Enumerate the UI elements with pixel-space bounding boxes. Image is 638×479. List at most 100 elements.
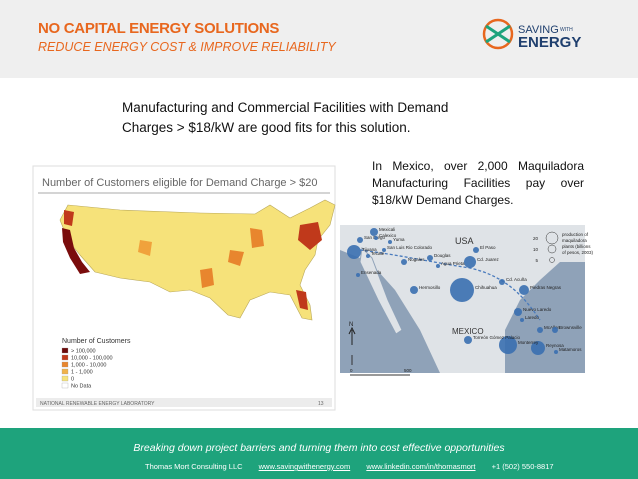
source-bar [36,398,332,407]
city-bubble [401,259,407,265]
region [200,268,214,288]
header-band [0,0,638,78]
city-label: Mexicali [379,227,395,232]
legend-label: 1 - 1,000 [71,370,93,376]
legend-label: 1,000 - 10,000 [71,363,106,369]
legend-text: production of [562,232,589,237]
scale-label: 500 [404,368,412,373]
city-bubble [357,237,363,243]
region [250,228,264,248]
north-label: N [349,322,353,328]
city-label: Tijuana [362,247,377,252]
legend-bubble [547,244,557,254]
legend-swatch [61,347,69,354]
city-label: Hermosillo [419,285,441,290]
tagline: Breaking down project barriers and turni… [133,442,505,454]
region [64,210,74,226]
legend-swatch [61,368,69,375]
legend-label: 10,000 - 100,000 [71,356,113,362]
slide-subtitle: REDUCE ENERGY COST & IMPROVE RELIABILITY [38,40,336,54]
city-bubble [436,264,440,268]
city-label: Calexico [379,233,397,238]
city-label: San Luis Rio Colorado [387,245,433,250]
legend-value: 5 [535,258,538,263]
scale-bar [350,355,410,376]
city-label: Torreón Gómez Palacio [473,335,521,340]
intro-text: Manufacturing and Commercial Facilities … [122,98,448,138]
footer-band [0,428,638,479]
legend-text: plants (billions [562,244,591,249]
legend-swatch [61,361,69,368]
city-label: Cd. Juarez [477,257,500,262]
city-bubble [552,327,558,333]
contact-line: Thomas Mort Consulting LLC www.savingwit… [145,462,568,471]
baja [359,246,403,335]
legend-label: 0 [71,377,74,383]
city-bubble [347,245,361,259]
us-map-title: Number of Customers eligible for Demand … [42,177,317,189]
logo-bottom: ENERGY [518,34,581,51]
logo-cross [485,24,511,44]
legend-swatch [61,375,69,382]
city-label: Cd. Acuña [506,277,527,282]
region [298,222,322,250]
legend-value: 20 [533,236,539,241]
region [296,290,308,310]
city-bubble [366,254,370,258]
region [228,250,244,266]
city-bubble [382,248,386,252]
logo: SAVING WITH ENERGY [482,18,581,51]
city-bubble [531,341,545,355]
legend-bubble [549,257,555,263]
slide-title: NO CAPITAL ENERGY SOLUTIONS [38,20,280,37]
city-bubble [450,278,474,302]
city-label: Yuma [393,237,405,242]
city-label: Agua Prieta [441,261,465,266]
intro-line: Charges > $18/kW are good fits for this … [122,120,411,135]
city-label: Nogales [408,257,425,262]
city-bubble [499,336,517,354]
linkedin-link[interactable]: www.linkedin.com/in/thomasmort [366,462,476,471]
city-label: Matamoros [559,347,582,352]
legend-text: of pesos, 2003) [562,250,594,255]
region [62,228,90,274]
website-link[interactable]: www.savingwithenergy.com [258,462,351,471]
country-label: MEXICO [452,327,484,336]
city-label: Ensenada [361,270,382,275]
city-bubble [370,228,378,236]
city-bubble [464,256,476,268]
city-bubble [473,247,479,253]
city-label: Douglas [434,253,451,258]
city-bubble [537,327,543,333]
legend-bubble [545,231,559,245]
page-number: 13 [318,401,324,407]
legend-label: > 100,000 [71,349,96,355]
legend-value: 10 [533,247,539,252]
company: Thomas Mort Consulting LLC [145,462,243,471]
city-bubble [499,279,505,285]
city-bubble [554,350,558,354]
source: NATIONAL RENEWABLE ENERGY LABORATORY [40,401,155,407]
logo-top: SAVING [518,24,559,36]
city-bubble [519,285,529,295]
city-label: Nuevo Laredo [523,307,552,312]
legend-label: No Data [71,384,92,390]
city-bubble [356,273,360,277]
city-bubble [464,336,472,344]
city-label: Reynosa [546,343,564,348]
city-label: Brownsville [559,325,582,330]
phone: +1 (502) 550-8817 [491,462,554,471]
city-label: McAllen [544,325,561,330]
north-arrow [348,326,356,345]
city-bubble [410,286,418,294]
city-label: Piedras Negras [530,285,562,290]
city-label: Monterrey [518,340,539,345]
scale-label: 0 [350,368,353,373]
legend-swatch [61,382,69,389]
logo-ring [482,18,514,50]
city-label: Chihuahua [475,285,497,290]
city-label: El Paso [480,245,496,250]
legend-text: maquiladora [562,238,587,243]
mexico-text: In Mexico, over 2,000 Maquiladora Manufa… [372,159,584,207]
